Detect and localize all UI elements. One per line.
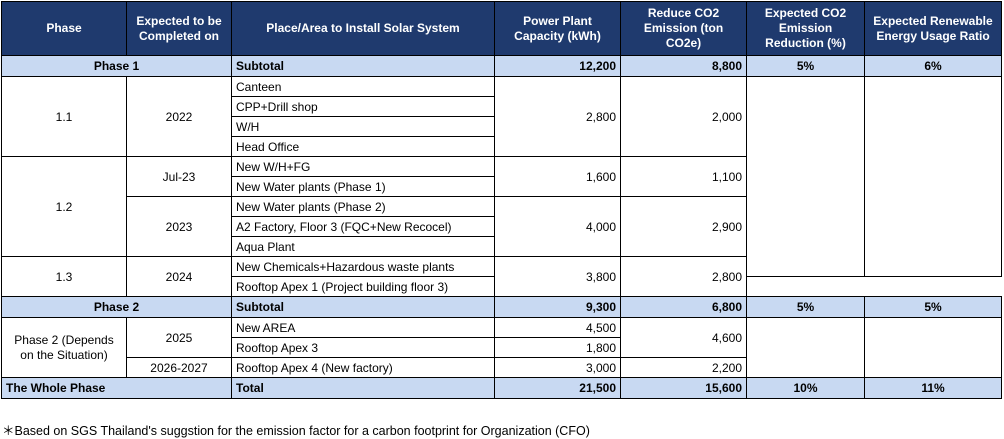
place-cell: W/H [231, 116, 495, 137]
capacity-1-3: 3,800 [494, 256, 621, 297]
phase2-label: Phase 2 [1, 296, 232, 318]
header-reduce-co2: Reduce CO2 Emission (ton CO2e) [620, 1, 747, 56]
header-place: Place/Area to Install Solar System [231, 1, 495, 56]
year-1-2b: 2023 [126, 196, 232, 257]
table-row: 1.3 2024 New Chemicals+Hazardous waste p… [1, 256, 1002, 297]
whole-total-label: Total [231, 377, 495, 399]
solar-plan-table: Phase Expected to be Completed on Place/… [1, 1, 1002, 399]
whole-capacity: 21,500 [494, 377, 621, 399]
phase2-subtotal-row: Phase 2 Subtotal 9,300 6,800 5% 5% [1, 296, 1002, 318]
year-1-2a: Jul-23 [126, 156, 232, 197]
year-2a: 2025 [126, 317, 232, 358]
year-1-3: 2024 [126, 256, 232, 297]
place-cell: Aqua Plant [231, 236, 495, 257]
place-cell: A2 Factory, Floor 3 (FQC+New Recocel) [231, 216, 495, 237]
phase2-renewable-blank [864, 317, 1002, 378]
whole-reduce: 15,600 [620, 377, 747, 399]
place-cell: New Water plants (Phase 2) [231, 196, 495, 217]
reduce-1-2a: 1,100 [620, 156, 747, 197]
phase-1-2: 1.2 [1, 156, 127, 257]
phase-1-3: 1.3 [1, 256, 127, 297]
phase2-reduction-blank [746, 317, 865, 378]
header-expected-reduction: Expected CO2 Emission Reduction (%) [746, 1, 865, 56]
reduce-2a: 4,600 [620, 317, 747, 358]
phase1-reduce: 8,800 [620, 55, 747, 77]
phase1-subtotal-label: Subtotal [231, 55, 495, 77]
phase2-reduce: 6,800 [620, 296, 747, 318]
place-cell: Rooftop Apex 1 (Project building floor 3… [231, 276, 495, 297]
table-row: 2026-2027 Rooftop Apex 4 (New factory) 3… [2, 357, 1002, 378]
capacity-1-2b: 4,000 [494, 196, 621, 257]
reduce-1-1: 2,000 [620, 76, 747, 157]
phase1-renewable-pct: 6% [864, 55, 1002, 77]
whole-label: The Whole Phase [1, 377, 232, 399]
capacity-2a-2: 1,800 [494, 337, 621, 358]
place-cell: New W/H+FG [231, 156, 495, 177]
phase1-reduction-pct: 5% [746, 55, 865, 77]
header-renewable-ratio: Expected Renewable Energy Usage Ratio [864, 1, 1002, 56]
place-cell: Rooftop Apex 3 [231, 337, 495, 358]
capacity-1-1: 2,800 [494, 76, 621, 157]
capacity-2b: 3,000 [494, 357, 621, 378]
table-row: A2 Factory, Floor 3 (FQC+New Recocel) [2, 216, 1002, 237]
table-row: 1.1 2022 Canteen 2,800 2,000 [1, 76, 1002, 277]
table-row: 2023 New Water plants (Phase 2) 4,000 2,… [2, 196, 1002, 257]
whole-total-row: The Whole Phase Total 21,500 15,600 10% … [1, 377, 1002, 399]
phase2-group-label: Phase 2 (Depends on the Situation) [1, 317, 127, 378]
reduce-1-2b: 2,900 [620, 196, 747, 257]
place-cell: New Chemicals+Hazardous waste plants [231, 256, 495, 277]
table-row: New Water plants (Phase 1) [2, 176, 1002, 197]
phase1-capacity: 12,200 [494, 55, 621, 77]
footnote: ＊Based on SGS Thailand's suggstion for t… [2, 424, 590, 438]
header-capacity: Power Plant Capacity (kWh) [494, 1, 621, 56]
place-cell: New AREA [231, 317, 495, 338]
year-2b: 2026-2027 [126, 357, 232, 378]
phase-1-1: 1.1 [1, 76, 127, 157]
whole-reduction-pct: 10% [746, 377, 865, 399]
place-cell: Canteen [231, 76, 495, 97]
phase2-reduction-pct: 5% [746, 296, 865, 318]
place-cell: Head Office [231, 136, 495, 157]
phase1-reduction-blank [746, 76, 865, 277]
place-cell: New Water plants (Phase 1) [231, 176, 495, 197]
phase1-renewable-blank [864, 76, 1002, 277]
table-row: Aqua Plant [2, 236, 1002, 257]
header-expected-completion: Expected to be Completed on [126, 1, 232, 56]
capacity-1-2a: 1,600 [494, 156, 621, 197]
phase2-capacity: 9,300 [494, 296, 621, 318]
header-phase: Phase [1, 1, 127, 56]
phase1-subtotal-row: Phase 1 Subtotal 12,200 8,800 5% 6% [1, 55, 1002, 77]
phase2-renewable-pct: 5% [864, 296, 1002, 318]
year-1-1: 2022 [126, 76, 232, 157]
phase1-label: Phase 1 [1, 55, 232, 77]
place-cell: Rooftop Apex 4 (New factory) [231, 357, 495, 378]
whole-renewable-pct: 11% [864, 377, 1002, 399]
reduce-2b: 2,200 [620, 357, 747, 378]
table-row: Rooftop Apex 3 1,800 [2, 337, 1002, 358]
table-row: Phase 2 (Depends on the Situation) 2025 … [1, 317, 1002, 378]
reduce-1-3: 2,800 [620, 256, 747, 297]
place-cell: CPP+Drill shop [231, 96, 495, 117]
phase2-subtotal-label: Subtotal [231, 296, 495, 318]
table-row: 1.2 Jul-23 New W/H+FG 1,600 1,100 [1, 156, 1002, 257]
header-row: Phase Expected to be Completed on Place/… [1, 1, 1002, 56]
capacity-2a-1: 4,500 [494, 317, 621, 338]
